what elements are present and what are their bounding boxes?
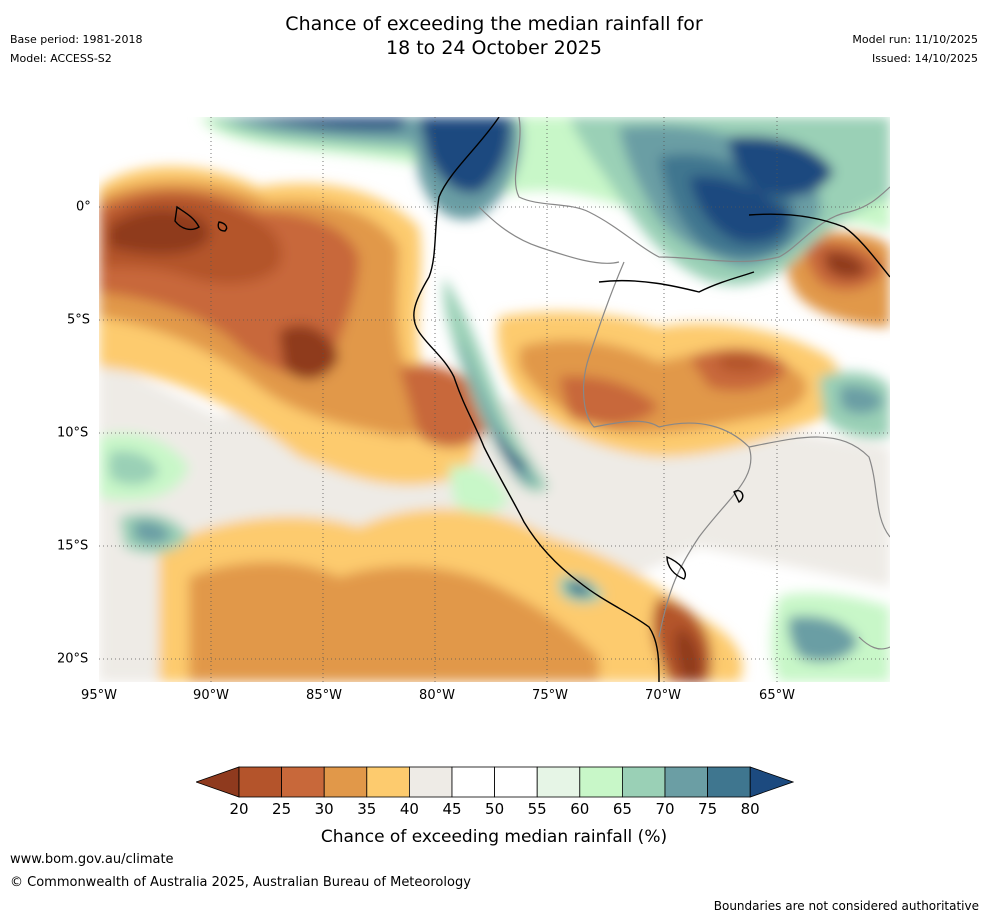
colorbar-bin-50-55 bbox=[494, 766, 538, 798]
footer-copyright: © Commonwealth of Australia 2025, Austra… bbox=[10, 875, 471, 890]
y-tick-15s: 15°S bbox=[57, 538, 89, 554]
colorbar-tick-20: 20 bbox=[229, 800, 249, 818]
colorbar-bin-20-25 bbox=[238, 766, 282, 798]
colorbar-high-arrow bbox=[749, 766, 794, 798]
colorbar-label: Chance of exceeding median rainfall (%) bbox=[320, 827, 668, 847]
colorbar-bin-70-75 bbox=[664, 766, 708, 798]
colorbar-tick-60: 60 bbox=[570, 800, 590, 818]
colorbar-bin-60-65 bbox=[579, 766, 623, 798]
colorbar-tick-75: 75 bbox=[698, 800, 718, 818]
map-canvas bbox=[99, 117, 890, 682]
colorbar-tick-30: 30 bbox=[314, 800, 334, 818]
colorbar-tick-25: 25 bbox=[272, 800, 292, 818]
x-tick-70w: 70°W bbox=[645, 688, 681, 703]
boundary-disclaimer: Boundaries are not considered authoritat… bbox=[713, 899, 979, 913]
coastline bbox=[174, 117, 890, 682]
x-tick-80w: 80°W bbox=[419, 688, 455, 703]
colorbar-tick-70: 70 bbox=[655, 800, 675, 818]
colorbar-tick-35: 35 bbox=[357, 800, 377, 818]
title-line-2: 18 to 24 October 2025 bbox=[386, 37, 602, 59]
rainfall-map bbox=[99, 117, 890, 682]
map-title: Chance of exceeding the median rainfall … bbox=[0, 12, 988, 60]
probability-field bbox=[99, 117, 890, 682]
colorbar-bin-30-35 bbox=[323, 766, 368, 798]
colorbar-tick-65: 65 bbox=[612, 800, 632, 818]
x-tick-90w: 90°W bbox=[193, 688, 229, 703]
colorbar-bin-45-50 bbox=[451, 766, 495, 798]
colorbar-tick-80: 80 bbox=[740, 800, 760, 818]
footer-url: www.bom.gov.au/climate bbox=[10, 852, 174, 867]
colorbar-bin-35-40 bbox=[366, 766, 410, 798]
x-tick-65w: 65°W bbox=[759, 688, 795, 703]
y-tick-20s: 20°S bbox=[57, 651, 89, 667]
colorbar-low-arrow bbox=[196, 766, 240, 798]
colorbar-bin-55-60 bbox=[536, 766, 581, 798]
model-run-date: Model run: 11/10/2025 bbox=[852, 33, 978, 46]
colorbar-bin-75-80 bbox=[707, 766, 751, 798]
colorbar-tick-55: 55 bbox=[527, 800, 547, 818]
y-tick-5s: 5°S bbox=[67, 312, 91, 328]
title-line-1: Chance of exceeding the median rainfall … bbox=[285, 13, 703, 35]
x-tick-75w: 75°W bbox=[532, 688, 568, 703]
country-borders bbox=[478, 117, 890, 650]
colorbar-tick-45: 45 bbox=[442, 800, 462, 818]
colorbar-tick-50: 50 bbox=[485, 800, 505, 818]
colorbar-tick-40: 40 bbox=[399, 800, 419, 818]
model-name: Model: ACCESS-S2 bbox=[10, 52, 112, 65]
y-tick-0: 0° bbox=[76, 199, 91, 215]
colorbar-bin-25-30 bbox=[281, 766, 325, 798]
y-tick-10s: 10°S bbox=[57, 425, 89, 441]
x-tick-85w: 85°W bbox=[306, 688, 342, 703]
colorbar bbox=[196, 766, 794, 798]
colorbar-bin-65-70 bbox=[621, 766, 666, 798]
colorbar-bin-40-45 bbox=[408, 766, 453, 798]
issued-date: Issued: 14/10/2025 bbox=[871, 52, 978, 65]
x-tick-95w: 95°W bbox=[81, 688, 117, 703]
base-period: Base period: 1981-2018 bbox=[10, 33, 143, 46]
